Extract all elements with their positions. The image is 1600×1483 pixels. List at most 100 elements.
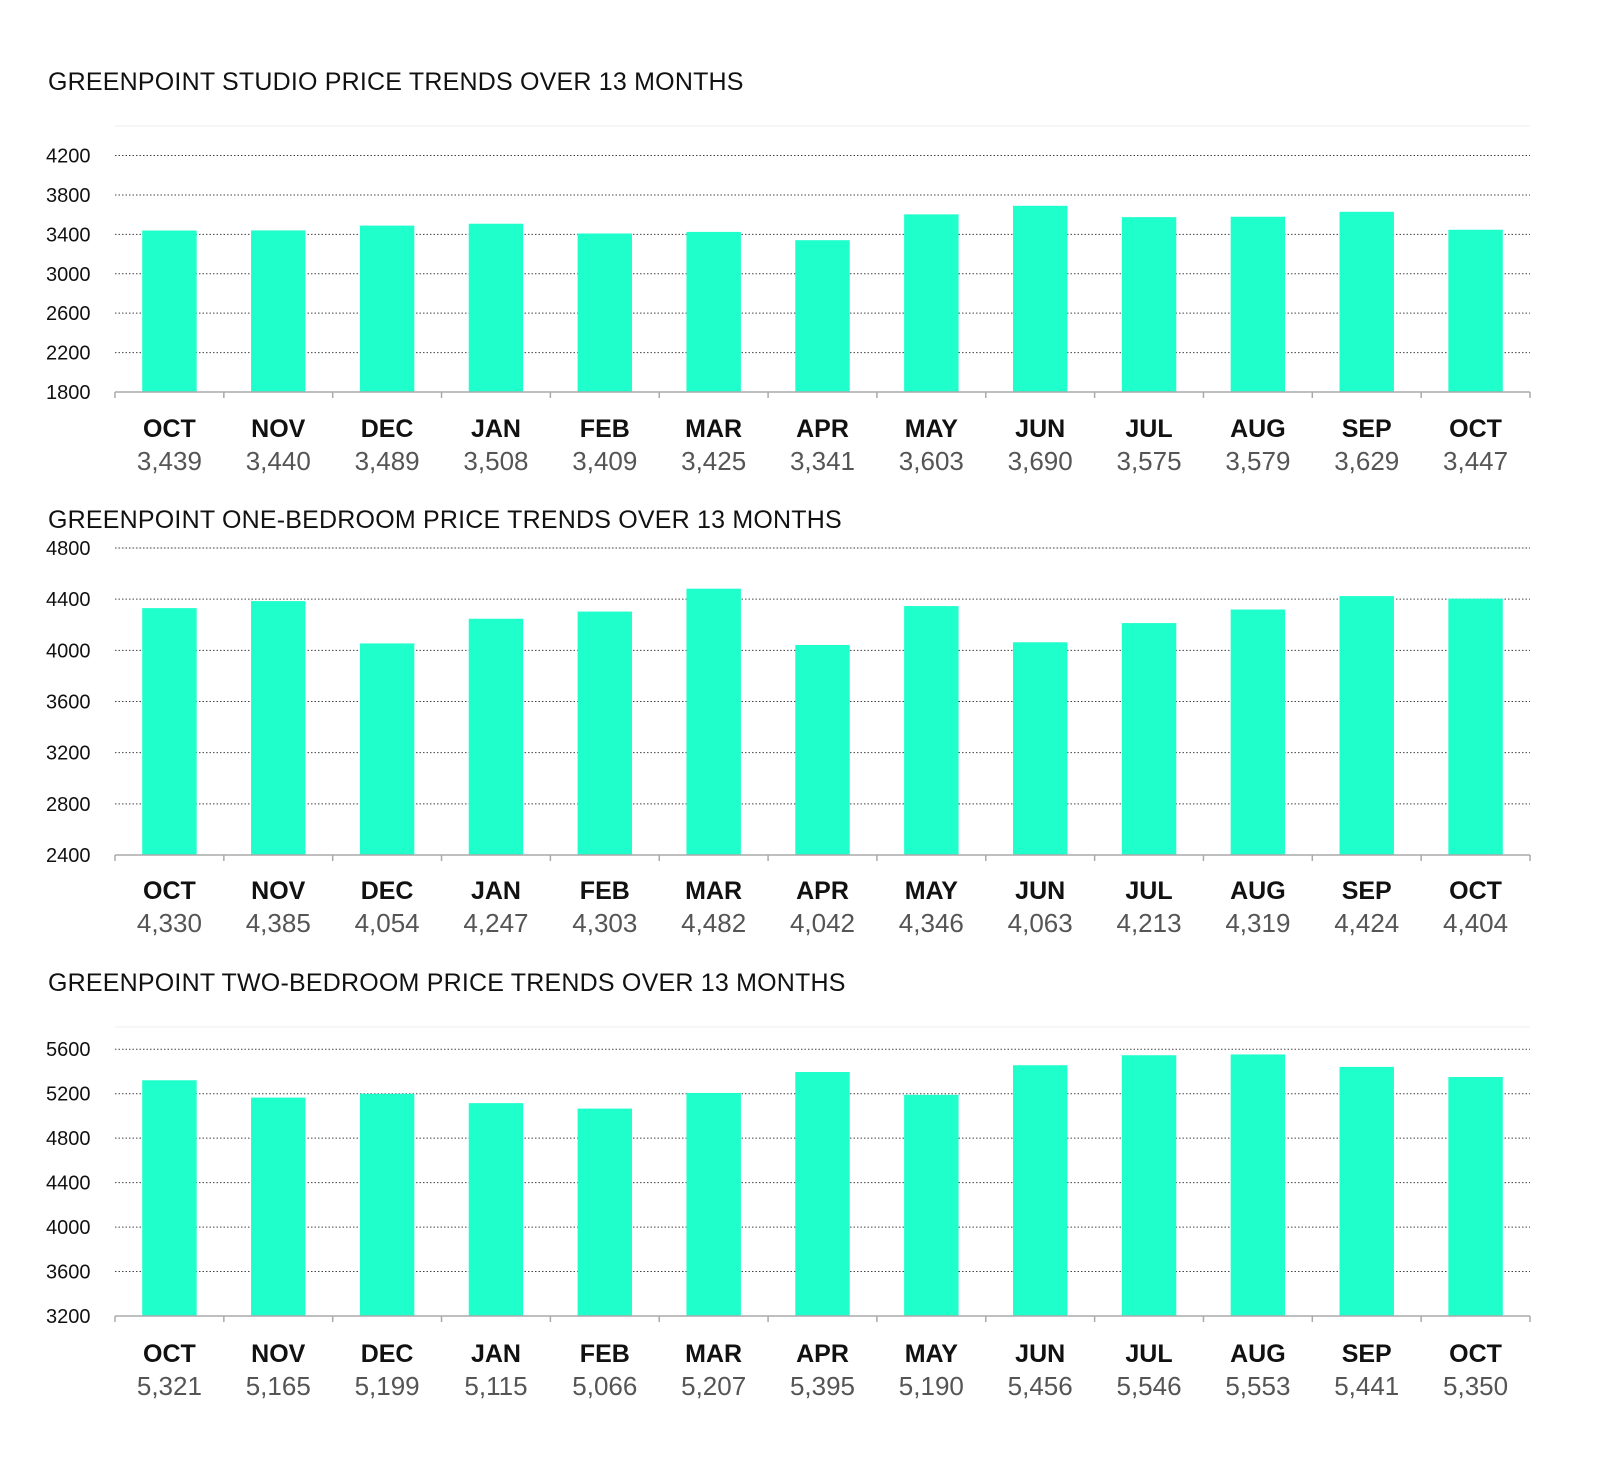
one-bedroom-bar	[795, 644, 850, 855]
studio-y-tick-label: 4200	[46, 146, 91, 168]
one-bedroom-y-tick-label: 4800	[46, 538, 91, 560]
two-bedroom-value-label: 5,553	[1225, 1371, 1290, 1401]
studio-category-label: OCT	[143, 415, 196, 443]
studio-y-tick-label: 2600	[46, 303, 91, 325]
two-bedroom-value-label: 5,350	[1443, 1371, 1508, 1401]
two-bedroom-bar	[251, 1097, 306, 1316]
studio-chart-title: GREENPOINT STUDIO PRICE TRENDS OVER 13 M…	[48, 68, 744, 96]
two-bedroom-y-tick-label: 5200	[46, 1084, 91, 1106]
two-bedroom-bar	[577, 1108, 633, 1316]
one-bedroom-category-label: MAY	[905, 877, 959, 905]
studio-y-tick-label: 3000	[46, 264, 91, 286]
studio-bar	[359, 225, 415, 392]
studio-bar	[251, 230, 306, 392]
studio-bar	[142, 230, 197, 392]
one-bedroom-value-label: 4,482	[681, 908, 746, 938]
studio-value-label: 3,341	[790, 446, 855, 476]
one-bedroom-category-label: JAN	[471, 877, 521, 905]
studio-category-label: MAY	[905, 415, 959, 443]
one-bedroom-category-label: SEP	[1342, 877, 1392, 905]
two-bedroom-y-tick-label: 4000	[46, 1217, 91, 1239]
studio-value-label: 3,489	[355, 446, 420, 476]
studio-category-label: NOV	[251, 415, 306, 443]
two-bedroom-category-label: DEC	[361, 1340, 414, 1368]
two-bedroom-value-label: 5,165	[246, 1371, 311, 1401]
one-bedroom-category-label: JUN	[1015, 877, 1065, 905]
studio-y-tick-label: 3400	[46, 224, 91, 246]
two-bedroom-category-label: APR	[796, 1340, 849, 1368]
two-bedroom-category-label: JAN	[471, 1340, 521, 1368]
two-bedroom-category-label: JUN	[1015, 1340, 1065, 1368]
two-bedroom-value-label: 5,066	[572, 1371, 637, 1401]
two-bedroom-value-label: 5,546	[1116, 1371, 1181, 1401]
two-bedroom-bar	[1121, 1055, 1177, 1316]
one-bedroom-category-label: APR	[796, 877, 849, 905]
one-bedroom-bar	[686, 588, 741, 855]
one-bedroom-bar	[904, 606, 959, 855]
studio-value-label: 3,440	[246, 446, 311, 476]
two-bedroom-category-label: MAY	[905, 1340, 959, 1368]
one-bedroom-category-label: NOV	[251, 877, 306, 905]
one-bedroom-y-tick-label: 4400	[46, 589, 91, 611]
studio-value-label: 3,447	[1443, 446, 1508, 476]
two-bedroom-bar	[1230, 1054, 1286, 1316]
studio-value-label: 3,508	[463, 446, 528, 476]
studio-bar	[577, 233, 633, 392]
studio-value-label: 3,603	[899, 446, 964, 476]
one-bedroom-value-label: 4,303	[572, 908, 637, 938]
one-bedroom-y-tick-label: 4000	[46, 640, 91, 662]
studio-category-label: JUN	[1015, 415, 1065, 443]
one-bedroom-value-label: 4,424	[1334, 908, 1399, 938]
two-bedroom-bar	[359, 1093, 415, 1316]
one-bedroom-category-label: FEB	[580, 877, 630, 905]
one-bedroom-value-label: 4,330	[137, 908, 202, 938]
two-bedroom-bar	[142, 1080, 197, 1316]
studio-category-label: JUL	[1125, 415, 1172, 443]
one-bedroom-bar	[577, 611, 633, 855]
one-bedroom-y-tick-label: 3600	[46, 692, 91, 714]
two-bedroom-value-label: 5,199	[355, 1371, 420, 1401]
two-bedroom-category-label: MAR	[685, 1340, 742, 1368]
studio-y-tick-label: 1800	[46, 382, 91, 404]
studio-bar	[468, 223, 524, 392]
one-bedroom-bar	[1121, 623, 1177, 855]
two-bedroom-bar	[1448, 1077, 1503, 1316]
studio-bar	[1339, 211, 1394, 392]
studio-bar	[904, 214, 959, 392]
two-bedroom-category-label: JUL	[1125, 1340, 1172, 1368]
one-bedroom-bar	[359, 643, 415, 855]
one-bedroom-value-label: 4,404	[1443, 908, 1508, 938]
two-bedroom-y-tick-label: 3200	[46, 1306, 91, 1328]
studio-value-label: 3,629	[1334, 446, 1399, 476]
studio-y-tick-label: 2200	[46, 343, 91, 365]
two-bedroom-value-label: 5,115	[464, 1371, 527, 1401]
one-bedroom-bar	[1339, 596, 1394, 855]
one-bedroom-value-label: 4,247	[463, 908, 528, 938]
two-bedroom-value-label: 5,456	[1008, 1371, 1073, 1401]
studio-value-label: 3,409	[572, 446, 637, 476]
studio-value-label: 3,690	[1008, 446, 1073, 476]
two-bedroom-chart-plot: 3200 3600 4000 4400 4800 5200 5600 OCT 5,321 NOV 5…	[46, 1026, 1531, 1401]
studio-value-label: 3,575	[1116, 446, 1181, 476]
studio-category-label: JAN	[471, 415, 521, 443]
studio-bar	[1012, 205, 1068, 392]
two-bedroom-value-label: 5,321	[137, 1371, 202, 1401]
one-bedroom-value-label: 4,319	[1225, 908, 1290, 938]
one-bedroom-value-label: 4,346	[899, 908, 964, 938]
one-bedroom-value-label: 4,063	[1008, 908, 1073, 938]
two-bedroom-y-tick-label: 5600	[46, 1039, 91, 1061]
two-bedroom-category-label: FEB	[580, 1340, 630, 1368]
two-bedroom-value-label: 5,441	[1334, 1371, 1399, 1401]
studio-chart-plot: 1800 2200 2600 3000 3400 3800 4200 OCT 3,439 NOV 3…	[46, 125, 1531, 476]
two-bedroom-category-label: OCT	[143, 1340, 196, 1368]
studio-bar	[686, 231, 741, 392]
two-bedroom-bar	[468, 1103, 524, 1316]
two-bedroom-y-tick-label: 3600	[46, 1262, 91, 1284]
studio-category-label: APR	[796, 415, 849, 443]
two-bedroom-category-label: AUG	[1230, 1340, 1286, 1368]
studio-category-label: OCT	[1449, 415, 1502, 443]
studio-category-label: AUG	[1230, 415, 1286, 443]
two-bedroom-chart-title: GREENPOINT TWO-BEDROOM PRICE TRENDS OVER…	[48, 969, 846, 997]
one-bedroom-y-tick-label: 3200	[46, 743, 91, 765]
one-bedroom-bar	[1012, 642, 1068, 855]
